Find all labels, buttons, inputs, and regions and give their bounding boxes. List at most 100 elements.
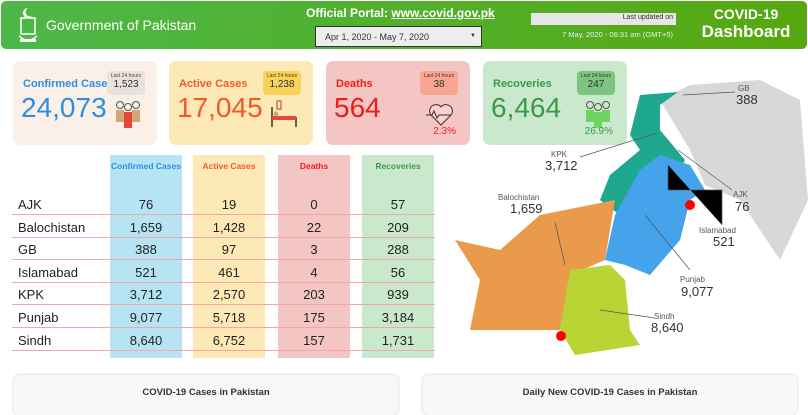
last24-value: 38	[433, 79, 445, 90]
deaths-column	[278, 155, 350, 358]
cell-value: 76	[138, 197, 154, 212]
province-name: Balochistan	[18, 219, 86, 235]
date-range-value: Apr 1, 2020 - May 7, 2020	[325, 32, 430, 42]
last24-label: Last 24 hours	[110, 73, 142, 79]
map-value-kpk: 3,712	[545, 158, 578, 173]
province-name: AJK	[18, 197, 42, 212]
title-line-1: COVID-19	[713, 6, 779, 22]
hotspot-marker	[685, 200, 695, 210]
date-range-select[interactable]: Apr 1, 2020 - May 7, 2020 ▼	[315, 26, 482, 47]
heartbeat-icon	[426, 104, 453, 126]
table-row: Islamabad 521 461 4 56	[12, 261, 435, 283]
title-line-2: Dashboard	[701, 22, 791, 41]
map-value-balochistan: 1,659	[510, 201, 543, 216]
map-value-sindh: 8,640	[651, 320, 684, 335]
recovery-rate: 26.9%	[584, 126, 613, 137]
cell-value: 22	[306, 219, 322, 235]
map-value-ajk: 76	[735, 199, 750, 214]
last24-badge: Last 24 hours 247	[577, 71, 615, 95]
cell-value: 1,659	[129, 219, 163, 235]
cell-value: 939	[387, 287, 409, 303]
province-name: GB	[18, 242, 37, 258]
active-card: Active Cases 17,045 Last 24 hours 1,238	[169, 61, 313, 145]
map-label-gb: GB	[738, 84, 750, 93]
map-label-sindh: Sindh	[654, 312, 675, 321]
cell-value: 288	[387, 242, 409, 258]
cases-chart-panel: COVID-19 Cases in Pakistan	[14, 375, 398, 415]
cell-value: 3,184	[381, 310, 415, 325]
cell-value: 97	[221, 242, 237, 258]
province-name: KPK	[18, 287, 45, 303]
deaths-card: Deaths 564 Last 24 hours 38 2.3%	[326, 61, 470, 145]
portal-line: Official Portal: www.covid.gov.pk	[306, 6, 495, 20]
table-row: AJK 76 19 0 57	[12, 193, 435, 215]
org-name: Government of Pakistan	[46, 17, 197, 33]
cell-value: 6,752	[212, 332, 246, 348]
portal-link[interactable]: www.covid.gov.pk	[391, 6, 495, 20]
death-rate: 2.3%	[433, 126, 456, 137]
cell-value: 1,428	[212, 219, 246, 235]
cell-value: 388	[135, 242, 157, 258]
map-region-gb[interactable]	[660, 80, 808, 260]
table-row: Sindh 8,640 6,752 157 1,731	[12, 329, 435, 351]
province-name: Punjab	[18, 310, 59, 325]
map-label-islamabad: Islamabad	[699, 226, 736, 235]
map-value-gb: 388	[736, 92, 758, 107]
portal-label: Official Portal:	[306, 6, 389, 20]
card-value: 564	[334, 92, 381, 123]
card-label: Recoveries	[493, 78, 552, 90]
card-label: Active Cases	[179, 78, 248, 90]
confirmed-column	[110, 155, 182, 358]
people-icon	[116, 101, 140, 128]
recoveries-card: Recoveries 6,464 Last 24 hours 247 26.9%	[483, 61, 627, 145]
last-updated-label: Last updated on	[531, 13, 676, 25]
col-header-active: Active Cases	[202, 161, 256, 171]
last-updated-time: 7 May, 2020 - 06:31 am (GMT+5)	[562, 30, 673, 39]
cell-value: 3,712	[129, 287, 163, 303]
last24-value: 1,238	[269, 79, 295, 90]
map-label-kpk: KPK	[551, 150, 568, 159]
map-region-kpk[interactable]	[600, 92, 685, 215]
cell-value: 5,718	[212, 310, 246, 325]
cell-value: 203	[303, 287, 325, 303]
cell-value: 175	[303, 310, 325, 325]
header-bar: Government of Pakistan Official Portal: …	[1, 1, 807, 49]
last24-label: Last 24 hours	[580, 73, 612, 79]
hotspot-marker	[556, 331, 566, 341]
cell-value: 8,640	[129, 332, 163, 348]
col-header-recoveries: Recoveries	[375, 161, 421, 171]
dropdown-arrow-icon: ▼	[470, 33, 476, 39]
province-name: Sindh	[18, 332, 52, 348]
table-row: GB 388 97 3 288	[12, 238, 435, 261]
cell-value: 2,570	[212, 287, 246, 303]
map-value-islamabad: 521	[713, 234, 735, 249]
daily-cases-chart-panel: Daily New COVID-19 Cases in Pakistan	[423, 375, 797, 415]
pakistan-emblem-icon	[18, 8, 38, 42]
map-region-balochistan[interactable]	[455, 200, 615, 330]
col-header-deaths: Deaths	[299, 161, 329, 171]
map-label-balochistan: Balochistan	[498, 193, 540, 202]
cell-value: 9,077	[129, 310, 163, 325]
cell-value: 461	[218, 264, 240, 280]
card-value: 6,464	[491, 92, 562, 123]
cell-value: 0	[310, 197, 318, 212]
table-row: Balochistan 1,659 1,428 22 209	[12, 216, 435, 238]
card-value: 24,073	[21, 92, 107, 123]
dashboard-title: COVID-19 Dashboard	[691, 6, 801, 42]
cell-value: 521	[135, 264, 157, 280]
confirmed-card: Confirmed Cases 24,073 Last 24 hours 1,52…	[13, 61, 157, 145]
last24-badge: Last 24 hours 1,523	[107, 71, 145, 95]
map-label-ajk: AJK	[733, 190, 748, 199]
table-row: Punjab 9,077 5,718 175 3,184	[12, 306, 435, 328]
last24-badge: Last 24 hours 1,238	[263, 71, 301, 95]
hospital-bed-icon	[271, 100, 297, 127]
cell-value: 19	[221, 197, 237, 212]
last24-badge: Last 24 hours 38	[420, 71, 458, 95]
map-label-punjab: Punjab	[680, 275, 705, 284]
last24-label: Last 24 hours	[423, 73, 455, 79]
last24-value: 1,523	[113, 79, 139, 90]
card-label: Deaths	[336, 78, 373, 90]
cell-value: 57	[390, 197, 406, 212]
table-row: KPK 3,712 2,570 203 939	[12, 283, 435, 306]
